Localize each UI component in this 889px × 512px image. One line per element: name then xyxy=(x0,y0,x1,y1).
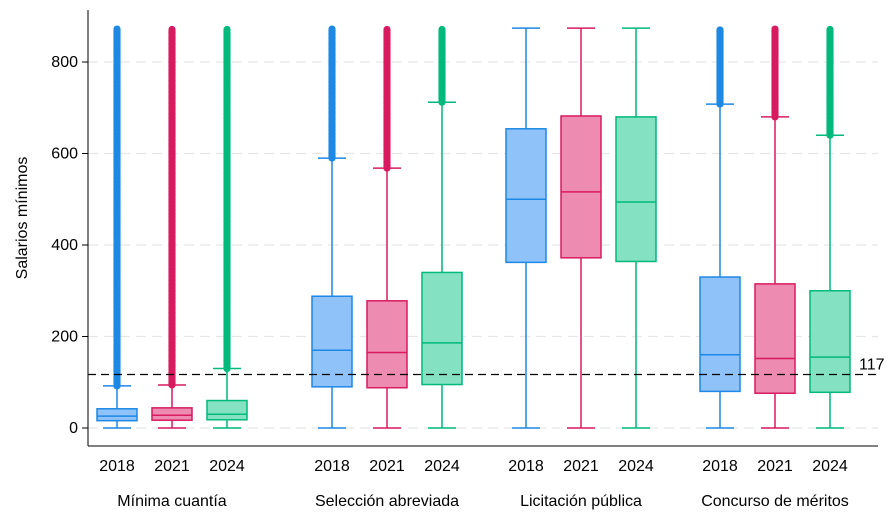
x-tick-label: 2018 xyxy=(314,458,350,475)
x-tick-label: 2024 xyxy=(209,458,245,475)
axes-group xyxy=(82,10,878,447)
outlier-points xyxy=(168,25,176,389)
iqr-box xyxy=(615,116,657,263)
outlier-points xyxy=(223,25,231,373)
y-tick-label: 0 xyxy=(69,420,78,437)
outlier-point xyxy=(771,25,779,33)
box-1-2021 xyxy=(366,25,408,429)
outlier-point xyxy=(383,25,391,34)
x-tick-label: 2021 xyxy=(369,458,405,475)
outlier-point xyxy=(113,25,121,33)
y-tick-label: 600 xyxy=(51,146,78,163)
iqr-box xyxy=(96,408,138,422)
outlier-point xyxy=(716,26,724,34)
group-label: Concurso de méritos xyxy=(701,493,849,510)
outlier-point xyxy=(328,25,336,33)
y-axis-title: Salarios mínimos xyxy=(14,157,31,280)
box-0-2021 xyxy=(151,25,193,429)
x-tick-label: 2021 xyxy=(154,458,190,475)
y-tick-label: 200 xyxy=(51,329,78,346)
x-tick-label: 2018 xyxy=(508,458,544,475)
iqr-box xyxy=(560,115,602,259)
x-tick-label: 2018 xyxy=(99,458,135,475)
box-2-2024 xyxy=(615,27,657,429)
y-tick-label: 800 xyxy=(51,54,78,71)
outlier-points xyxy=(771,25,779,121)
iqr-box xyxy=(809,290,851,394)
group-label: Licitación pública xyxy=(520,493,642,510)
outlier-points xyxy=(383,25,391,172)
reference-line-label: 117 xyxy=(859,356,885,373)
box-1-2018 xyxy=(311,25,353,429)
outlier-point xyxy=(826,25,834,34)
group-label: Selección abreviada xyxy=(315,493,459,510)
outlier-point xyxy=(438,25,446,34)
iqr-box xyxy=(206,399,248,421)
outlier-point xyxy=(168,25,176,34)
box-3-2018 xyxy=(699,26,741,429)
outlier-points xyxy=(113,25,121,390)
outlier-points xyxy=(328,25,336,162)
boxes-group xyxy=(96,25,851,429)
box-2-2018 xyxy=(505,27,547,429)
x-tick-label: 2024 xyxy=(618,458,654,475)
iqr-box xyxy=(151,407,193,421)
iqr-box xyxy=(366,300,408,389)
x-tick-label: 2024 xyxy=(812,458,848,475)
box-3-2021 xyxy=(754,25,796,429)
iqr-box xyxy=(699,276,741,393)
box-0-2024 xyxy=(206,25,248,429)
x-tick-label: 2021 xyxy=(563,458,599,475)
iqr-box xyxy=(754,283,796,394)
x-tick-label: 2021 xyxy=(757,458,793,475)
outlier-point xyxy=(223,25,231,34)
box-0-2018 xyxy=(96,25,138,429)
outlier-points xyxy=(438,25,446,106)
x-tick-label: 2018 xyxy=(702,458,738,475)
outlier-points xyxy=(826,25,834,139)
x-tick-label: 2024 xyxy=(424,458,460,475)
box-3-2024 xyxy=(809,25,851,429)
group-label: Mínima cuantía xyxy=(117,493,226,510)
box-1-2024 xyxy=(421,25,463,429)
outlier-points xyxy=(716,26,724,108)
y-tick-label: 400 xyxy=(51,237,78,254)
iqr-box xyxy=(505,128,547,264)
iqr-box xyxy=(311,295,353,388)
iqr-box xyxy=(421,271,463,386)
box-2-2021 xyxy=(560,27,602,429)
